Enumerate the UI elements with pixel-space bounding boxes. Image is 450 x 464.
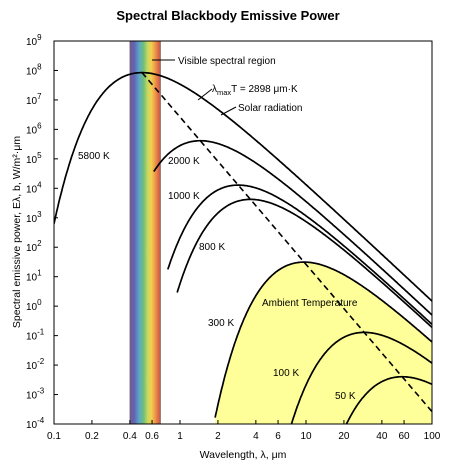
series-label-50k: 50 K (335, 391, 356, 402)
y-tick-label: 108 (26, 62, 42, 77)
curve-800k (176, 198, 432, 329)
x-tick-label: 0.6 (145, 431, 159, 442)
wien-label: λmaxT = 2898 μm·K (212, 84, 298, 97)
series-label-800k: 800 K (199, 242, 225, 253)
x-tick-label: 100 (424, 431, 441, 442)
ambient-temperature-region (215, 262, 432, 424)
y-tick-label: 105 (26, 151, 42, 166)
wien-displacement-line (141, 72, 432, 413)
y-tick-label: 10-2 (26, 357, 45, 372)
x-tick-label: 40 (376, 431, 388, 442)
wien-leader (197, 88, 213, 101)
y-tick-label: 100 (26, 298, 42, 313)
curve-2000k (153, 139, 432, 316)
y-tick-label: 107 (26, 92, 42, 107)
series-label-5800k: 5800 K (78, 151, 110, 162)
solar-leader (220, 106, 237, 116)
curve-1000k (166, 184, 432, 325)
series-label-300k: 300 K (208, 318, 234, 329)
y-tick-label: 10-4 (26, 416, 45, 431)
plot-frame (53, 40, 433, 425)
x-tick-label: 0.1 (47, 431, 61, 442)
x-tick-label: 10 (300, 431, 312, 442)
curve-100k (290, 331, 432, 424)
x-axis: 0.1 0.2 0.4 0.6 1 2 4 6 10 20 40 60 100 (47, 420, 441, 442)
y-tick-label: 10-1 (26, 328, 45, 343)
curve-300k (214, 261, 432, 418)
series-label-1000k: 1000 K (168, 191, 200, 202)
y-tick-label: 10-3 (26, 387, 45, 402)
series-label-2000k: 2000 K (168, 156, 200, 167)
y-tick-label: 103 (26, 210, 42, 225)
y-tick-label: 106 (26, 121, 42, 136)
ambient-temperature-label: Ambient Temperature (262, 298, 358, 309)
y-tick-label: 101 (26, 269, 42, 284)
series-label-100k: 100 K (273, 368, 299, 379)
curve-5800k (54, 71, 432, 302)
x-tick-label: 0.4 (123, 431, 137, 442)
chart-title: Spectral Blackbody Emissive Power (116, 8, 339, 23)
solar-radiation-label: Solar radiation (238, 103, 302, 114)
x-tick-label: 60 (398, 431, 410, 442)
y-tick-label: 109 (26, 33, 42, 48)
visible-region-label: Visible spectral region (178, 56, 276, 67)
x-tick-label: 0.2 (85, 431, 99, 442)
x-tick-label: 20 (338, 431, 350, 442)
x-axis-label: Wavelength, λ, μm (200, 449, 287, 461)
x-tick-label: 4 (253, 431, 259, 442)
y-tick-label: 104 (26, 180, 42, 195)
x-tick-label: 1 (177, 431, 183, 442)
y-tick-label: 102 (26, 239, 42, 254)
x-tick-label: 2 (215, 431, 221, 442)
y-axis: 10-4 10-3 10-2 10-1 100 101 102 103 104 105 106 107… (26, 33, 58, 431)
visible-spectrum-band (129, 40, 161, 425)
x-tick-label: 6 (275, 431, 281, 442)
y-axis-label: Spectral emissive power, Eλ, b, W/m²·μm (11, 136, 23, 328)
curve-50k (345, 375, 432, 424)
